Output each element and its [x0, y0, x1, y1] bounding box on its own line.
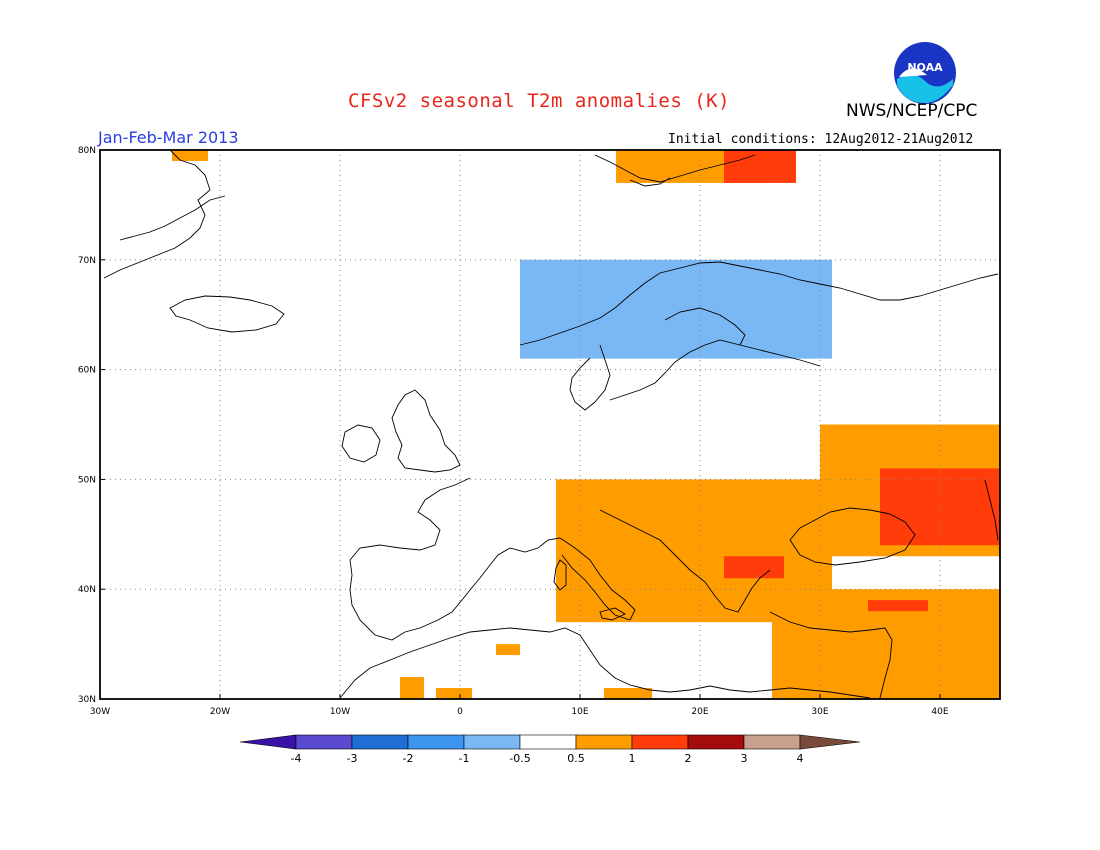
- colorbar-swatch: [463, 734, 521, 750]
- colorbar-label: 0.5: [567, 752, 585, 765]
- colorbar-swatch: [239, 734, 297, 750]
- chart-title: CFSv2 seasonal T2m anomalies (K): [348, 90, 731, 112]
- colorbar-swatch: [295, 734, 353, 750]
- lat-tick-label: 80N: [78, 146, 96, 156]
- lat-tick-label: 70N: [78, 256, 96, 266]
- lon-tick-label: 10E: [571, 707, 588, 717]
- lon-tick-label: 20E: [691, 707, 708, 717]
- anomaly-region: [724, 556, 784, 579]
- colorbar-label: 3: [740, 752, 748, 765]
- colorbar-swatch: [519, 734, 577, 750]
- anomaly-fills: [172, 150, 1000, 699]
- lon-tick-label: 40E: [931, 707, 948, 717]
- lon-tick-label: 10W: [330, 707, 350, 717]
- lon-tick-label: 0: [457, 707, 463, 717]
- logo-text: NOAA: [907, 61, 943, 74]
- lon-tick-label: 20W: [210, 707, 230, 717]
- lon-tick-label: 30E: [811, 707, 828, 717]
- lat-tick-label: 30N: [78, 695, 96, 705]
- colorbar-swatch: [407, 734, 465, 750]
- lat-tick-label: 40N: [78, 585, 96, 595]
- colorbar-label: -0.5: [509, 752, 531, 765]
- anomaly-region: [724, 150, 796, 183]
- colorbar-label: -2: [402, 752, 414, 765]
- colorbar-label: -3: [346, 752, 358, 765]
- colorbar-swatch: [631, 734, 689, 750]
- map-frame: [99, 149, 1001, 700]
- lat-tick-label: 60N: [78, 366, 96, 376]
- noaa-logo: NOAA: [894, 42, 956, 104]
- anomaly-region: [436, 688, 472, 699]
- colorbar-label: -4: [290, 752, 302, 765]
- axis-ticks: 30W 20W 10W 0 10E 20E 30E 40E 30N 40N 50N 60N 70N 80N: [78, 146, 949, 717]
- colorbar-swatch: [687, 734, 745, 750]
- colorbar-swatch: [575, 734, 633, 750]
- anomaly-region: [520, 259, 832, 359]
- colorbar-label: 4: [796, 752, 804, 765]
- anomaly-region: [172, 150, 208, 161]
- map-grid: [100, 150, 1000, 699]
- colorbar-label: 2: [684, 752, 692, 765]
- anomaly-region: [400, 677, 424, 699]
- organization-label: NWS/NCEP/CPC: [846, 101, 978, 121]
- colorbar-label: 1: [628, 752, 636, 765]
- anomaly-region: [604, 688, 652, 699]
- anomaly-region: [880, 468, 1000, 546]
- lon-tick-label: 30W: [90, 707, 110, 717]
- colorbar-swatch: [743, 734, 801, 750]
- coastlines: [103, 149, 999, 699]
- anomaly-region: [868, 600, 928, 612]
- colorbar-label: -1: [458, 752, 470, 765]
- initial-conditions: Initial conditions: 12Aug2012-21Aug2012: [668, 132, 974, 147]
- anomaly-region: [496, 644, 520, 656]
- colorbar-swatch: [351, 734, 409, 750]
- forecast-period: Jan-Feb-Mar 2013: [98, 128, 239, 147]
- lat-tick-label: 50N: [78, 475, 96, 485]
- colorbar-swatch: [799, 734, 861, 750]
